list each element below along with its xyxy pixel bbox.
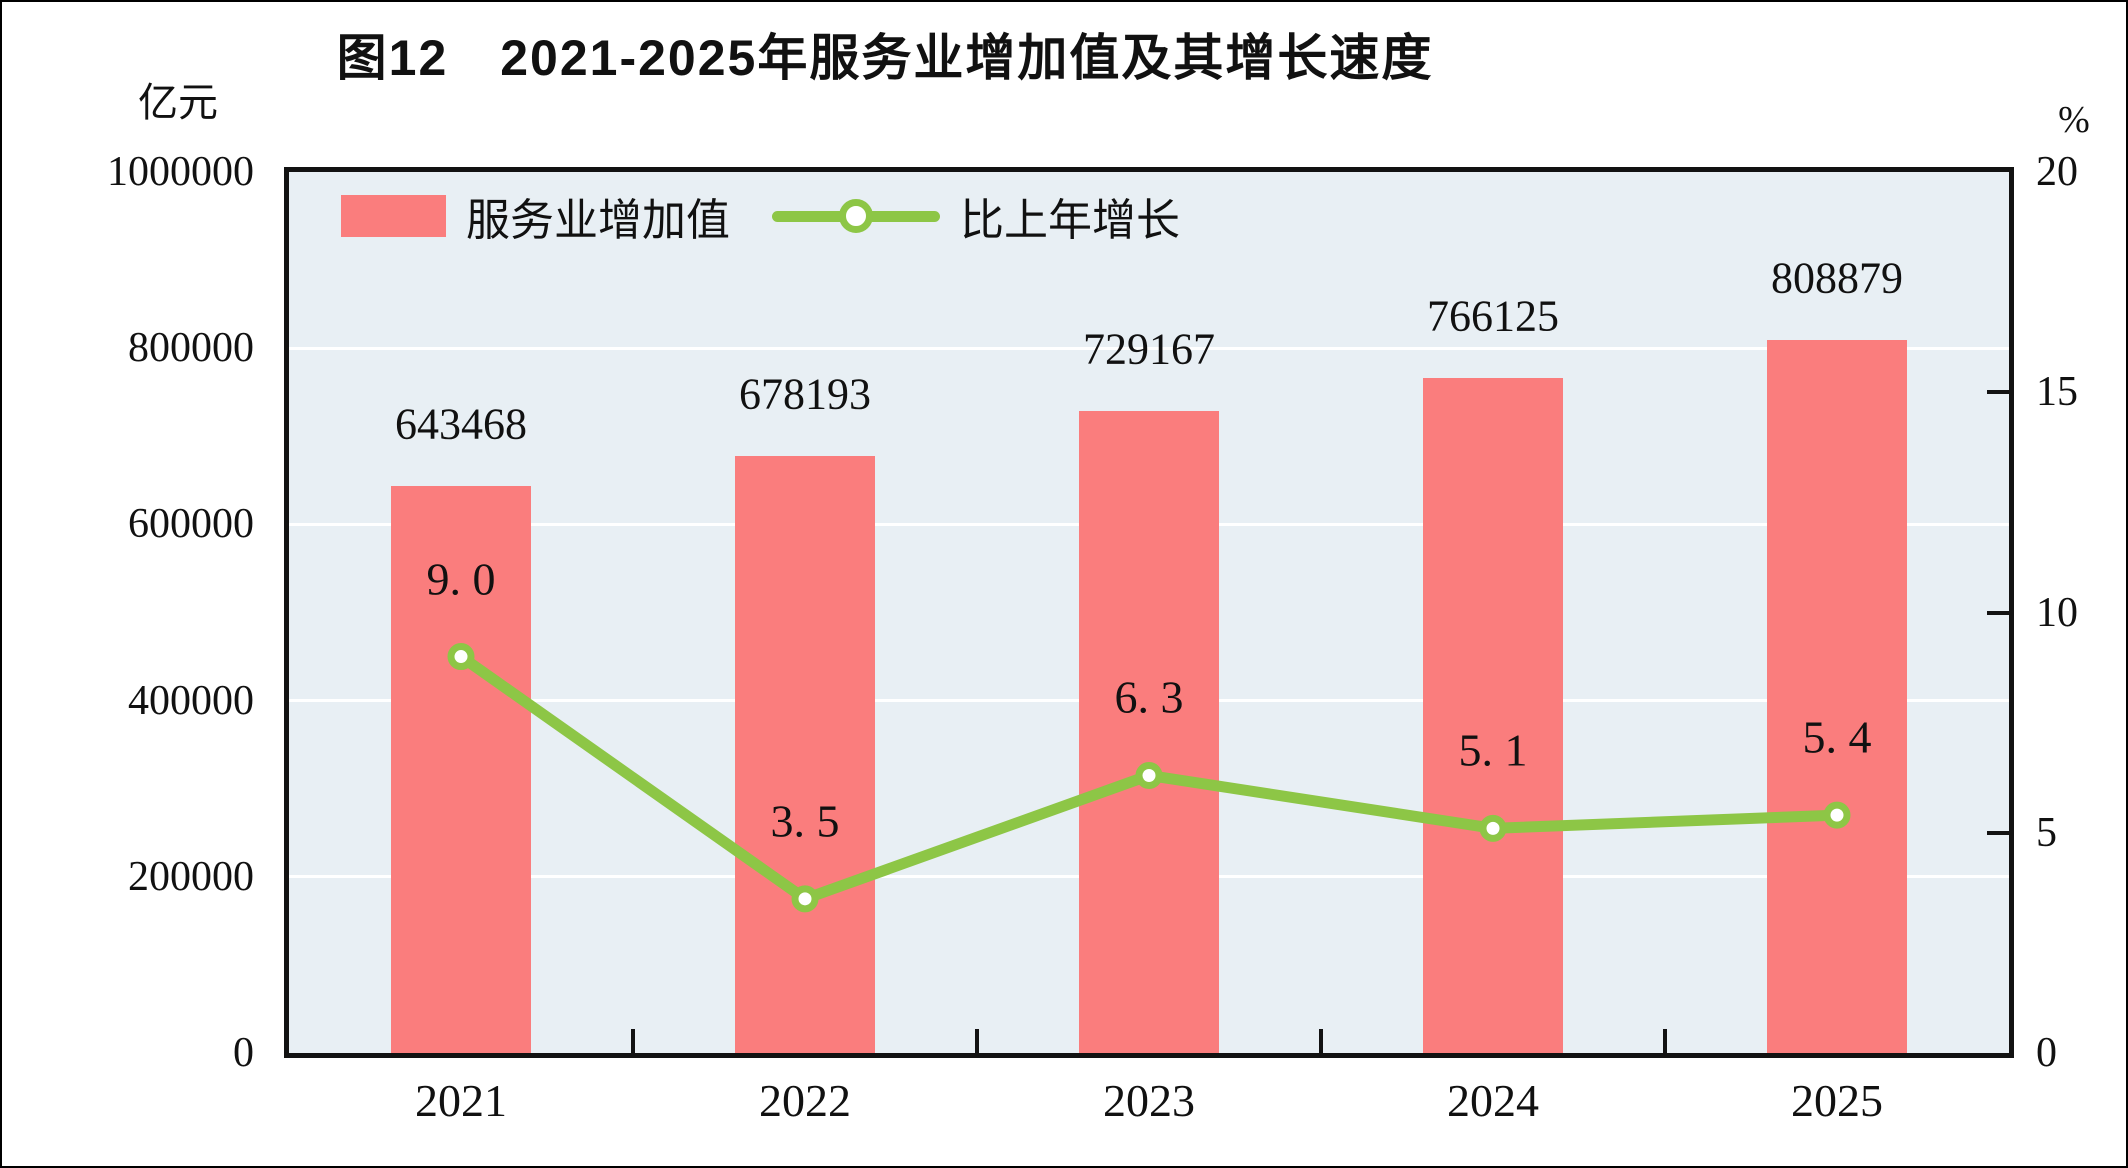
left-axis-label-1000000: 1000000 bbox=[107, 149, 254, 195]
rate-label-2024: 5. 1 bbox=[1458, 724, 1528, 776]
x-axis-label-2022: 2022 bbox=[759, 1075, 851, 1126]
line-series-swatch-icon bbox=[772, 199, 940, 233]
x-axis-tick bbox=[975, 1029, 979, 1053]
bar-series-swatch-icon bbox=[341, 195, 446, 237]
growth-line-svg bbox=[447, 643, 1851, 913]
rate-label-2025: 5. 4 bbox=[1802, 711, 1872, 763]
left-axis-label-800000: 800000 bbox=[128, 325, 254, 372]
left-axis-label-600000: 600000 bbox=[128, 501, 254, 548]
x-axis-tick bbox=[631, 1029, 635, 1053]
legend-item-line: 比上年增长 bbox=[772, 184, 1180, 248]
right-axis-label-0: 0 bbox=[2036, 1030, 2057, 1076]
x-axis-label-2025: 2025 bbox=[1791, 1075, 1883, 1126]
bar-2021 bbox=[391, 486, 531, 1053]
right-axis-label-10: 10 bbox=[2036, 589, 2078, 636]
bar-value-label-2025: 808879 bbox=[1771, 253, 1903, 303]
x-axis-label-2024: 2024 bbox=[1447, 1075, 1539, 1126]
chart-title: 图12 2021-2025年服务业增加值及其增长速度 bbox=[336, 30, 1434, 86]
plot-border bbox=[284, 167, 2014, 1058]
right-axis-label-5: 5 bbox=[2036, 809, 2057, 856]
legend-line-label: 比上年增长 bbox=[960, 196, 1180, 245]
line-marker-icon bbox=[839, 199, 873, 233]
right-axis-tick bbox=[1987, 390, 2009, 395]
right-axis-tick bbox=[1987, 830, 2009, 835]
bar-2023 bbox=[1079, 410, 1219, 1053]
line-marker-2022 bbox=[791, 885, 819, 913]
bar-2022 bbox=[735, 455, 875, 1053]
bar-value-label-2022: 678193 bbox=[739, 369, 871, 418]
bar-value-label-2021: 643468 bbox=[395, 399, 527, 449]
right-axis-unit-label: % bbox=[2058, 99, 2090, 141]
left-axis-label-200000: 200000 bbox=[128, 853, 254, 900]
x-axis-tick bbox=[1319, 1029, 1323, 1053]
right-axis-label-20: 20 bbox=[2036, 149, 2078, 195]
right-axis-label-15: 15 bbox=[2036, 369, 2078, 416]
left-axis-label-400000: 400000 bbox=[128, 677, 254, 724]
x-axis-tick bbox=[1663, 1029, 1667, 1053]
right-axis-tick bbox=[1987, 610, 2009, 615]
gridline bbox=[289, 346, 2009, 350]
x-axis-label-2021: 2021 bbox=[415, 1075, 507, 1126]
left-axis-unit-label: 亿元 bbox=[138, 81, 218, 125]
line-marker-2025 bbox=[1823, 801, 1851, 829]
rate-label-2021: 9. 0 bbox=[426, 553, 496, 605]
bar-value-label-2024: 766125 bbox=[1427, 291, 1559, 341]
x-axis-label-2023: 2023 bbox=[1103, 1075, 1195, 1126]
line-marker-2023 bbox=[1135, 761, 1163, 789]
legend-bar-label: 服务业增加值 bbox=[466, 196, 730, 245]
bar-2025 bbox=[1767, 340, 1907, 1053]
rate-label-2022: 3. 5 bbox=[770, 795, 840, 847]
legend-item-bar: 服务业增加值 bbox=[341, 184, 730, 248]
rate-label-2023: 6. 3 bbox=[1114, 671, 1184, 723]
bar-value-label-2023: 729167 bbox=[1083, 324, 1215, 374]
bar-2024 bbox=[1423, 378, 1563, 1053]
line-marker-2024 bbox=[1479, 814, 1507, 842]
left-axis-label-0: 0 bbox=[233, 1030, 254, 1076]
legend: 服务业增加值 比上年增长 bbox=[341, 188, 1180, 245]
line-marker-2021 bbox=[447, 643, 475, 671]
plot-area: 服务业增加值 比上年增长 643468 678193 729167 766125 808… bbox=[289, 172, 2009, 1053]
